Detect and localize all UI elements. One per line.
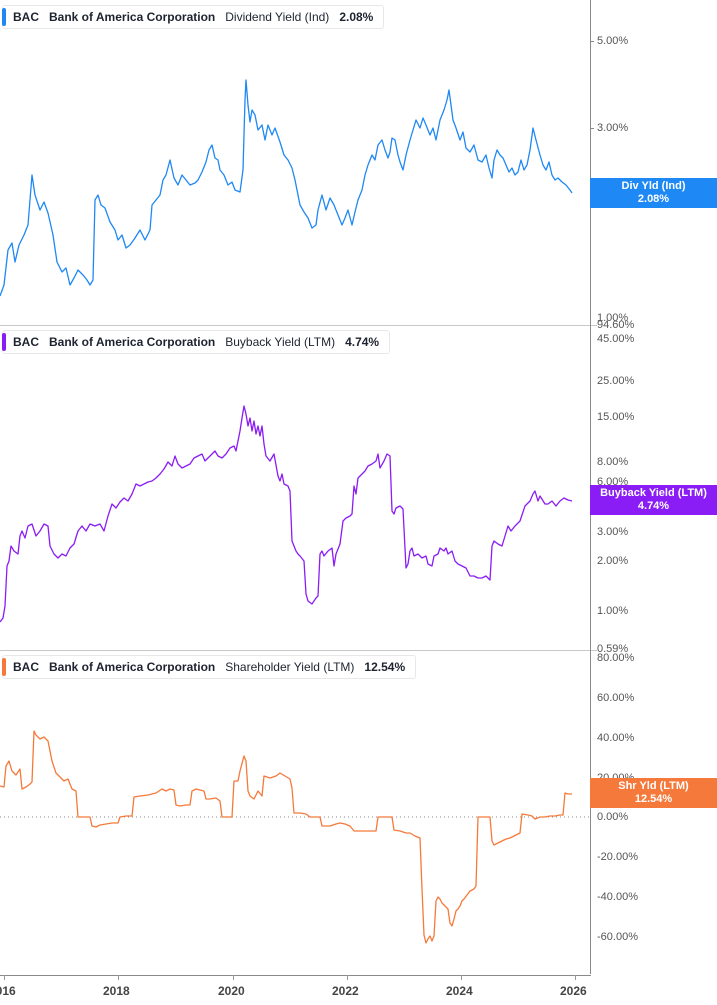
x-tick-label: 2024 (446, 984, 473, 998)
metric-name: Shareholder Yield (LTM) (225, 660, 355, 674)
badge-label: Div Yld (Ind) (621, 180, 686, 192)
ticker: BAC (13, 10, 39, 24)
y-tick-label: 3.00% (597, 526, 629, 538)
x-tick-mark (347, 975, 348, 980)
buyback-yield-panel: BAC Bank of America Corporation Buyback … (0, 319, 717, 655)
x-axis-line (0, 975, 591, 976)
badge-value: 12.54% (634, 793, 673, 805)
shareholder-yield-line (0, 730, 590, 944)
panel-separator (0, 650, 597, 651)
y-tick-label: 2.00% (597, 555, 629, 567)
y-tick-label: 1.00% (597, 312, 629, 324)
company-name: Bank of America Corporation (49, 660, 216, 674)
y-tick-label: 8.00% (597, 456, 629, 468)
dividend-yield-panel: BAC Bank of America Corporation Dividend… (0, 0, 717, 325)
series-color-swatch (2, 8, 6, 26)
x-tick-label: 2016 (0, 984, 16, 998)
y-tick-label: -60.00% (597, 931, 638, 943)
badge-label: Buyback Yield (LTM) (600, 487, 707, 499)
buyback-yield-value-badge: Buyback Yield (LTM) 4.74% (590, 485, 717, 515)
x-tick-mark (233, 975, 234, 980)
metric-name: Buyback Yield (LTM) (225, 335, 336, 349)
y-tick-label: 0.59% (597, 643, 629, 655)
y-tick-mark (591, 41, 594, 42)
dividend-yield-value-badge: Div Yld (Ind) 2.08% (590, 178, 717, 208)
x-tick-label: 2022 (332, 984, 359, 998)
panel-separator (0, 325, 597, 326)
buyback-yield-legend: BAC Bank of America Corporation Buyback … (2, 330, 391, 354)
y-tick-label: 94.60% (597, 319, 635, 331)
x-tick-label: 2026 (560, 984, 587, 998)
shareholder-yield-legend: BAC Bank of America Corporation Sharehol… (2, 655, 417, 679)
company-name: Bank of America Corporation (49, 335, 216, 349)
shareholder-yield-value-badge: Shr Yld (LTM) 12.54% (590, 778, 717, 808)
shareholder-yield-panel: BAC Bank of America Corporation Sharehol… (0, 650, 717, 976)
metric-value: 12.54% (364, 660, 406, 674)
y-tick-label: 1.00% (597, 605, 629, 617)
y-tick-label: 15.00% (597, 411, 635, 423)
y-tick-label: 0.00% (597, 811, 629, 823)
badge-value: 4.74% (637, 500, 670, 512)
x-tick-label: 2018 (103, 984, 130, 998)
buyback-yield-line (0, 405, 573, 623)
y-tick-label: 45.00% (597, 333, 635, 345)
y-tick-mark (591, 128, 594, 129)
y-tick-label: 25.00% (597, 375, 635, 387)
y-axis-line (590, 0, 591, 325)
y-tick-label: 40.00% (597, 732, 635, 744)
ticker: BAC (13, 335, 39, 349)
y-tick-label: 60.00% (597, 692, 635, 704)
y-axis-line (590, 650, 591, 974)
dividend-yield-legend: BAC Bank of America Corporation Dividend… (2, 5, 385, 29)
metric-value: 4.74% (345, 335, 380, 349)
x-tick-mark (575, 975, 576, 980)
badge-label: Shr Yld (LTM) (618, 780, 689, 792)
company-name: Bank of America Corporation (49, 10, 216, 24)
y-tick-label: 5.00% (597, 35, 629, 47)
metric-name: Dividend Yield (Ind) (225, 10, 330, 24)
y-tick-label: -20.00% (597, 851, 638, 863)
x-tick-mark (118, 975, 119, 980)
y-tick-label: -40.00% (597, 891, 638, 903)
badge-value: 2.08% (637, 193, 670, 205)
ticker: BAC (13, 660, 39, 674)
x-tick-mark (4, 975, 5, 980)
series-color-swatch (2, 658, 6, 676)
x-tick-mark (461, 975, 462, 980)
dividend-yield-line (0, 79, 573, 297)
x-tick-label: 2020 (218, 984, 245, 998)
metric-value: 2.08% (339, 10, 374, 24)
y-tick-label: 80.00% (597, 652, 635, 664)
series-color-swatch (2, 333, 6, 351)
y-tick-label: 3.00% (597, 122, 629, 134)
